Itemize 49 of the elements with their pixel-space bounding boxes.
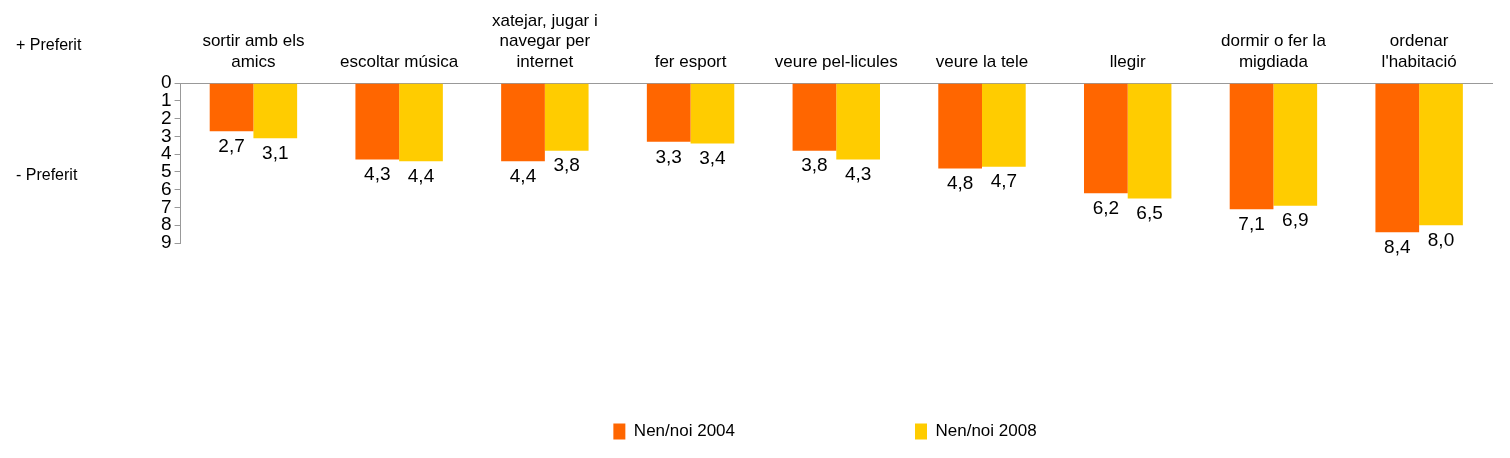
- data-label: 2,7: [218, 134, 245, 156]
- data-label: 4,8: [946, 172, 974, 194]
- bar: [792, 83, 837, 151]
- data-label: 4,3: [364, 163, 391, 185]
- data-label: 6,9: [1282, 209, 1309, 231]
- bar: [1127, 83, 1172, 199]
- data-label: 3,8: [553, 154, 580, 176]
- bar: [982, 83, 1026, 167]
- x-tick-label: veure pel-licules: [774, 51, 898, 71]
- x-tick-label: escoltar música: [340, 51, 459, 71]
- data-label: 6,2: [1092, 197, 1120, 219]
- bar: [544, 83, 589, 151]
- x-tick-label: dormir o fer la migdiada: [1220, 31, 1327, 71]
- data-label: 6,5: [1136, 202, 1163, 224]
- x-tick-label: sortir amb els amics: [202, 31, 305, 71]
- bar: [209, 83, 254, 132]
- x-tick-label: veure la tele: [935, 51, 1029, 71]
- data-label: 3,3: [655, 145, 682, 167]
- bar: [690, 83, 735, 144]
- bar: [836, 83, 880, 160]
- bar: [1419, 83, 1463, 226]
- x-tick-label: llegir: [1109, 51, 1146, 71]
- data-label: 3,8: [801, 154, 828, 176]
- data-label: 4,4: [509, 165, 537, 187]
- bar: [1084, 83, 1128, 194]
- x-tick-label: xatejar, jugar i navegar per internet: [491, 10, 598, 71]
- bar: [938, 83, 982, 169]
- bar: [1375, 83, 1420, 233]
- legend-label: Nen/noi 2004: [633, 421, 735, 441]
- data-label: 7,1: [1238, 213, 1265, 234]
- data-label: 3,1: [262, 141, 289, 163]
- data-label: 4,4: [407, 165, 435, 187]
- data-label: 4,3: [844, 163, 872, 185]
- data-label: 8,4: [1384, 236, 1411, 258]
- bar: [646, 83, 691, 142]
- legend-label: Nen/noi 2008: [935, 421, 1037, 441]
- bar: [1229, 83, 1274, 210]
- x-tick-label: ordenar l'habitació: [1381, 31, 1457, 71]
- data-label: 8,0: [1427, 228, 1455, 250]
- bar: [355, 83, 400, 160]
- text: - Preferit: [16, 165, 78, 183]
- bar: [1273, 83, 1318, 206]
- data-label: 4,7: [990, 170, 1018, 192]
- x-tick-label: fer esport: [654, 51, 727, 71]
- bar: [399, 83, 443, 162]
- text: + Preferit: [16, 35, 82, 53]
- bar: [501, 83, 545, 162]
- bar: [253, 83, 298, 139]
- data-label: 3,4: [699, 147, 727, 169]
